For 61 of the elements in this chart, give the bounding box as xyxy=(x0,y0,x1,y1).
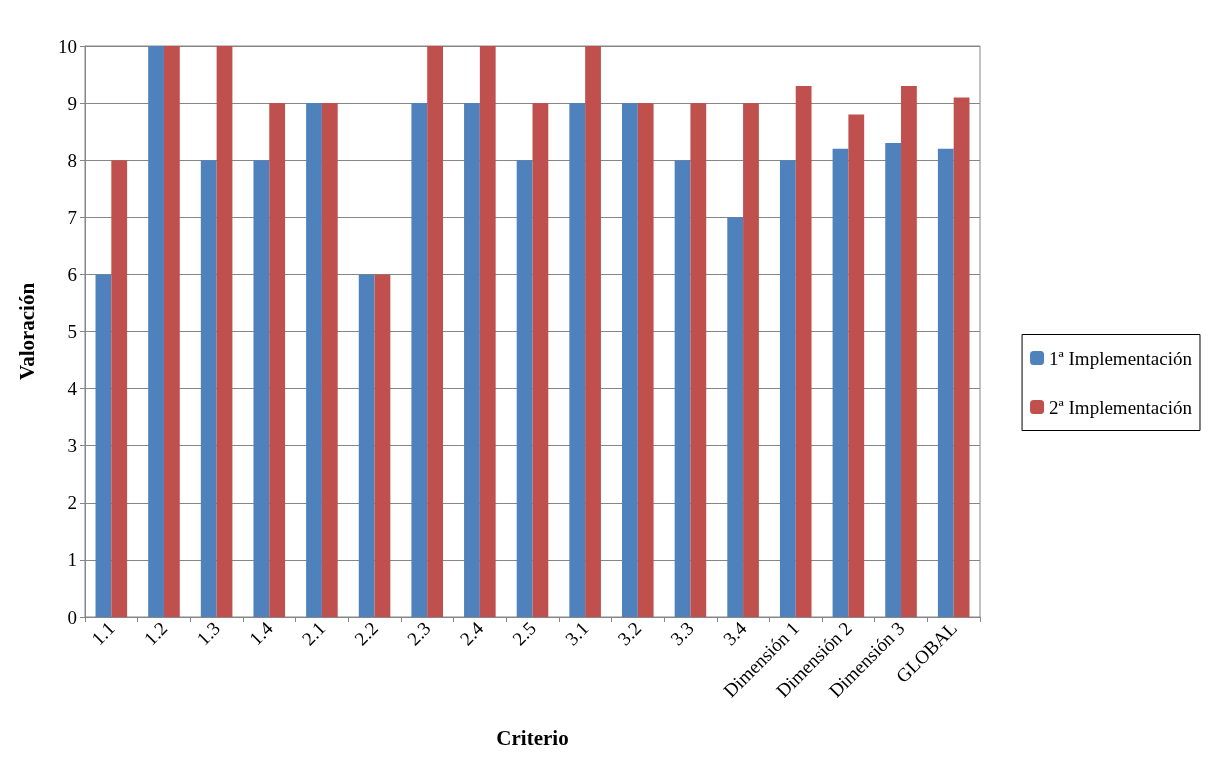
bar xyxy=(358,274,375,617)
bar xyxy=(532,103,549,617)
bar xyxy=(727,217,744,617)
bar xyxy=(743,103,759,617)
y-tick-label: 8 xyxy=(67,149,77,171)
x-tick-label: 1.1 xyxy=(87,617,119,650)
bar xyxy=(411,103,428,617)
y-tick-label: 3 xyxy=(67,435,77,457)
y-tick-label: 2 xyxy=(67,492,77,514)
bar xyxy=(200,160,217,617)
bar xyxy=(953,97,970,617)
legend-label: 1ª Implementación xyxy=(1049,347,1193,369)
y-tick-label: 6 xyxy=(67,263,77,285)
bar xyxy=(690,103,707,617)
x-tick-label: 1.2 xyxy=(139,617,172,650)
x-tick-label: 1.4 xyxy=(245,617,278,650)
bar xyxy=(516,160,533,617)
y-axis-title: Valoración xyxy=(14,282,39,381)
legend-label: 2ª Implementación xyxy=(1049,396,1193,418)
y-tick-label: 7 xyxy=(67,206,77,228)
x-tick-label: 3.2 xyxy=(613,617,646,650)
bar xyxy=(674,160,691,617)
bar xyxy=(95,274,112,617)
bar xyxy=(885,143,902,617)
x-tick-label: 2.2 xyxy=(350,617,382,650)
bar xyxy=(163,46,180,617)
y-tick-label: 4 xyxy=(67,378,78,400)
x-tick-label: 2.3 xyxy=(403,617,435,650)
bar xyxy=(901,85,917,617)
bar xyxy=(937,148,954,617)
bar xyxy=(306,103,322,617)
y-tick-label: 9 xyxy=(67,92,77,114)
bar xyxy=(111,160,128,617)
y-tick-label: 0 xyxy=(67,606,77,628)
x-tick-label: 2.4 xyxy=(455,617,488,650)
y-tick-label: 1 xyxy=(67,549,77,571)
bar xyxy=(832,148,849,617)
x-tick-label: 2.1 xyxy=(297,617,330,650)
bar xyxy=(848,114,865,617)
bar xyxy=(479,46,496,617)
bar xyxy=(253,160,270,617)
bar xyxy=(585,46,601,617)
x-axis-title: Criterio xyxy=(496,725,569,750)
x-tick-label: 3.3 xyxy=(666,617,698,650)
bar xyxy=(637,103,654,617)
bar xyxy=(779,160,796,617)
bar xyxy=(374,274,391,617)
x-tick-label: 3.1 xyxy=(560,617,593,650)
y-tick-label: 5 xyxy=(67,321,77,342)
bar xyxy=(321,103,338,617)
y-tick-label: 10 xyxy=(58,35,77,57)
x-tick-label: 1.3 xyxy=(192,617,225,650)
bar xyxy=(569,103,586,617)
x-tick-label: 2.5 xyxy=(508,617,540,650)
bar xyxy=(216,46,233,617)
bar xyxy=(795,85,812,617)
bar xyxy=(269,103,286,617)
bar xyxy=(148,46,164,617)
bar xyxy=(464,103,480,617)
bar xyxy=(427,46,443,617)
bar xyxy=(622,103,638,617)
